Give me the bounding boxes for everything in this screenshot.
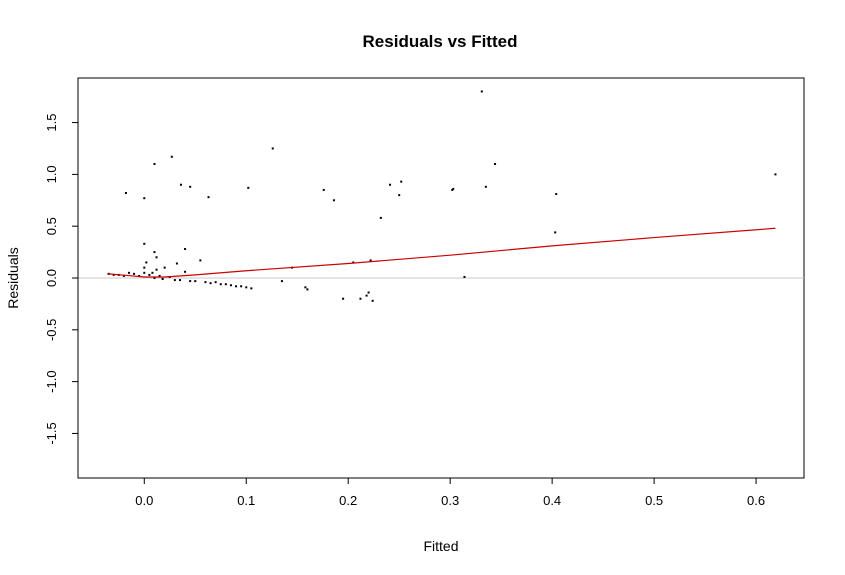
residual-point <box>555 193 558 196</box>
y-axis-label: Residuals <box>5 247 21 308</box>
residual-point <box>332 199 335 202</box>
residual-point <box>175 262 178 265</box>
residual-point <box>124 192 127 195</box>
residual-point <box>304 286 307 289</box>
residual-point <box>352 261 355 264</box>
residual-point <box>219 283 222 286</box>
residual-point <box>173 279 176 282</box>
x-tick-label: 0.5 <box>645 493 663 508</box>
residual-point <box>143 242 146 245</box>
residual-point <box>199 259 202 262</box>
residual-point <box>163 266 166 269</box>
residual-point <box>151 271 154 274</box>
x-tick-label: 0.4 <box>543 493 561 508</box>
residual-point <box>133 272 136 275</box>
residual-point <box>369 259 372 262</box>
residual-point <box>554 231 557 234</box>
residual-point <box>179 183 182 186</box>
residual-point <box>774 173 777 176</box>
residual-point <box>451 188 454 191</box>
residual-point <box>184 247 187 250</box>
x-axis-label: Fitted <box>423 538 458 554</box>
residual-point <box>271 147 274 150</box>
x-axis: 0.0 0.1 0.2 0.3 0.4 0.5 0.6 <box>135 477 765 508</box>
residual-point <box>158 274 161 277</box>
residual-point <box>161 278 164 281</box>
chart-title: Residuals vs Fitted <box>363 32 518 51</box>
residual-points <box>107 90 777 302</box>
residual-point <box>306 288 309 291</box>
smooth-trend-line <box>108 227 776 278</box>
residual-point <box>494 163 497 166</box>
residual-point <box>480 90 483 93</box>
residual-point <box>178 279 181 282</box>
residual-point <box>359 297 362 300</box>
residual-point <box>224 283 227 286</box>
residual-point <box>153 163 156 166</box>
residual-point <box>153 251 156 254</box>
y-tick-label: 0.0 <box>44 269 59 287</box>
residual-point <box>322 188 325 191</box>
x-tick-label: 0.6 <box>747 493 765 508</box>
residual-point <box>371 299 374 302</box>
residual-point <box>250 287 253 290</box>
residual-point <box>214 281 217 284</box>
residual-point <box>245 286 248 289</box>
y-tick-label: 0.5 <box>44 217 59 235</box>
residual-point <box>209 282 212 285</box>
residual-point <box>143 197 146 200</box>
residual-point <box>207 196 210 199</box>
y-axis: -1.5 -1.0 -0.5 0.0 0.5 1.0 1.5 <box>44 114 79 445</box>
residual-point <box>194 280 197 283</box>
residual-point <box>155 256 158 259</box>
residual-point <box>127 271 130 274</box>
residual-point <box>398 194 401 197</box>
residual-point <box>204 281 207 284</box>
residual-point <box>145 261 148 264</box>
residual-point <box>189 185 192 188</box>
residual-point <box>463 275 466 278</box>
y-tick-label: 1.5 <box>44 114 59 132</box>
x-tick-label: 0.3 <box>441 493 459 508</box>
residual-point <box>189 280 192 283</box>
residual-point <box>365 294 368 297</box>
y-tick-label: -1.0 <box>44 370 59 392</box>
residual-point <box>229 284 232 287</box>
residual-point <box>143 271 146 274</box>
residual-point <box>389 183 392 186</box>
residual-point <box>452 187 455 190</box>
residual-point <box>379 216 382 219</box>
residual-point <box>280 280 283 283</box>
residual-point <box>143 266 146 269</box>
residual-point <box>400 180 403 183</box>
x-tick-label: 0.2 <box>339 493 357 508</box>
residual-point <box>184 270 187 273</box>
residual-point <box>484 185 487 188</box>
x-tick-label: 0.1 <box>237 493 255 508</box>
residual-point <box>240 285 243 288</box>
residual-point <box>235 285 238 288</box>
residual-point <box>367 291 370 294</box>
y-tick-label: 1.0 <box>44 165 59 183</box>
residual-point <box>155 268 158 271</box>
residual-point <box>122 274 125 277</box>
x-tick-label: 0.0 <box>135 493 153 508</box>
residual-point <box>148 273 151 276</box>
residual-point <box>342 297 345 300</box>
y-tick-label: -1.5 <box>44 422 59 444</box>
residual-point <box>247 186 250 189</box>
residual-point <box>170 155 173 158</box>
residual-point <box>153 277 156 279</box>
y-tick-label: -0.5 <box>44 319 59 341</box>
